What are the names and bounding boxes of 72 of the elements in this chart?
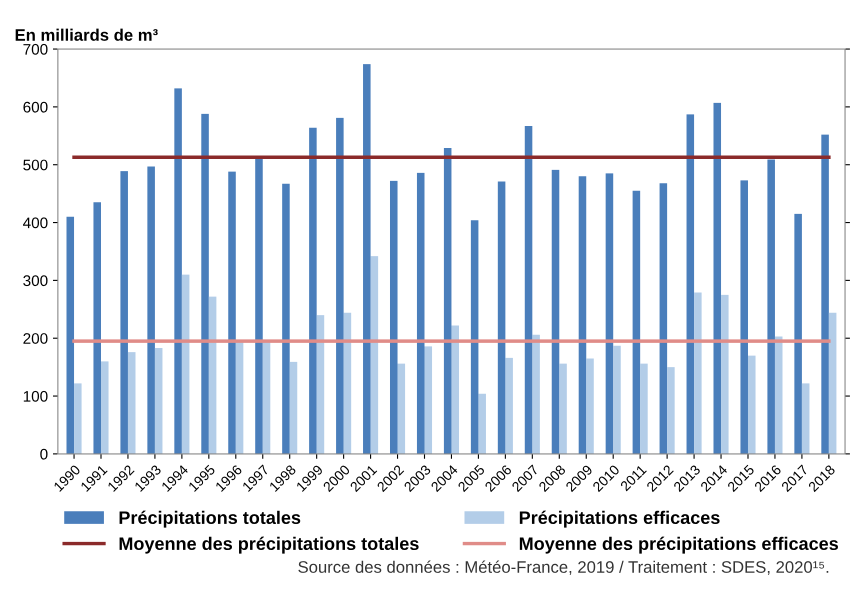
- bar: [363, 64, 371, 454]
- bar: [613, 346, 621, 454]
- bar: [660, 183, 668, 454]
- bar: [470, 220, 478, 454]
- bar: [748, 356, 756, 454]
- bar: [721, 294, 729, 454]
- bar: [524, 126, 532, 454]
- bar: [390, 180, 398, 454]
- legend-label: Précipitations efficaces: [520, 510, 720, 528]
- bar: [498, 181, 506, 454]
- y-tick-label: 300: [23, 275, 48, 286]
- bar: [552, 170, 560, 454]
- source-note: Source des données : Météo-France, 2019 / Traitement : SDES, 2020¹⁵.: [298, 560, 828, 575]
- bar: [309, 128, 317, 454]
- bar: [713, 102, 722, 454]
- bar: [336, 118, 344, 454]
- bar: [586, 358, 594, 454]
- bar: [667, 367, 675, 454]
- y-tick-label: 400: [23, 217, 48, 228]
- bar: [559, 364, 567, 454]
- bar: [128, 352, 136, 454]
- bar: [262, 342, 270, 454]
- bar: [208, 296, 216, 454]
- bar: [370, 256, 378, 454]
- bar: [424, 346, 432, 454]
- bar: [821, 134, 829, 454]
- bar: [794, 214, 802, 454]
- bar: [154, 348, 162, 454]
- bar: [451, 325, 460, 454]
- bar: [228, 172, 236, 454]
- bar: [505, 358, 513, 454]
- legend-label: Précipitations totales: [120, 510, 300, 528]
- bar: [120, 171, 128, 454]
- bar: [201, 114, 209, 454]
- bar: [255, 158, 263, 454]
- bar: [686, 114, 694, 454]
- bar: [532, 334, 540, 454]
- y-tick-label: 0: [40, 448, 48, 460]
- bar: [767, 160, 775, 454]
- bar: [802, 383, 810, 454]
- bar: [147, 166, 155, 454]
- y-tick-label: 700: [23, 44, 48, 55]
- legend-label: Moyenne des précipitations totales: [120, 536, 419, 554]
- bar: [93, 202, 101, 454]
- bar: [606, 173, 614, 454]
- bar: [478, 394, 486, 454]
- bar: [444, 148, 452, 454]
- bar: [398, 364, 406, 454]
- bar: [316, 315, 324, 454]
- y-tick-label: 100: [24, 390, 48, 402]
- bar: [416, 172, 424, 454]
- legend-label: Moyenne des précipitations efficaces: [520, 536, 838, 554]
- bar: [282, 184, 290, 454]
- bar: [174, 88, 182, 454]
- bar: [640, 364, 648, 454]
- y-tick-label: 600: [23, 102, 48, 113]
- bar: [236, 342, 244, 454]
- bar: [74, 383, 82, 454]
- bar: [632, 190, 640, 454]
- bar: [774, 336, 782, 454]
- y-axis-title: En milliards de m³: [16, 28, 158, 41]
- bar: [578, 176, 586, 454]
- bar: [740, 180, 748, 454]
- bar: [66, 216, 74, 454]
- y-tick-label: 200: [23, 333, 48, 344]
- bar: [694, 292, 702, 454]
- bar: [828, 312, 836, 454]
- y-tick-label: 500: [23, 160, 48, 170]
- bar: [182, 274, 190, 454]
- bar: [344, 312, 352, 454]
- bar: [290, 362, 298, 454]
- bar: [101, 361, 109, 454]
